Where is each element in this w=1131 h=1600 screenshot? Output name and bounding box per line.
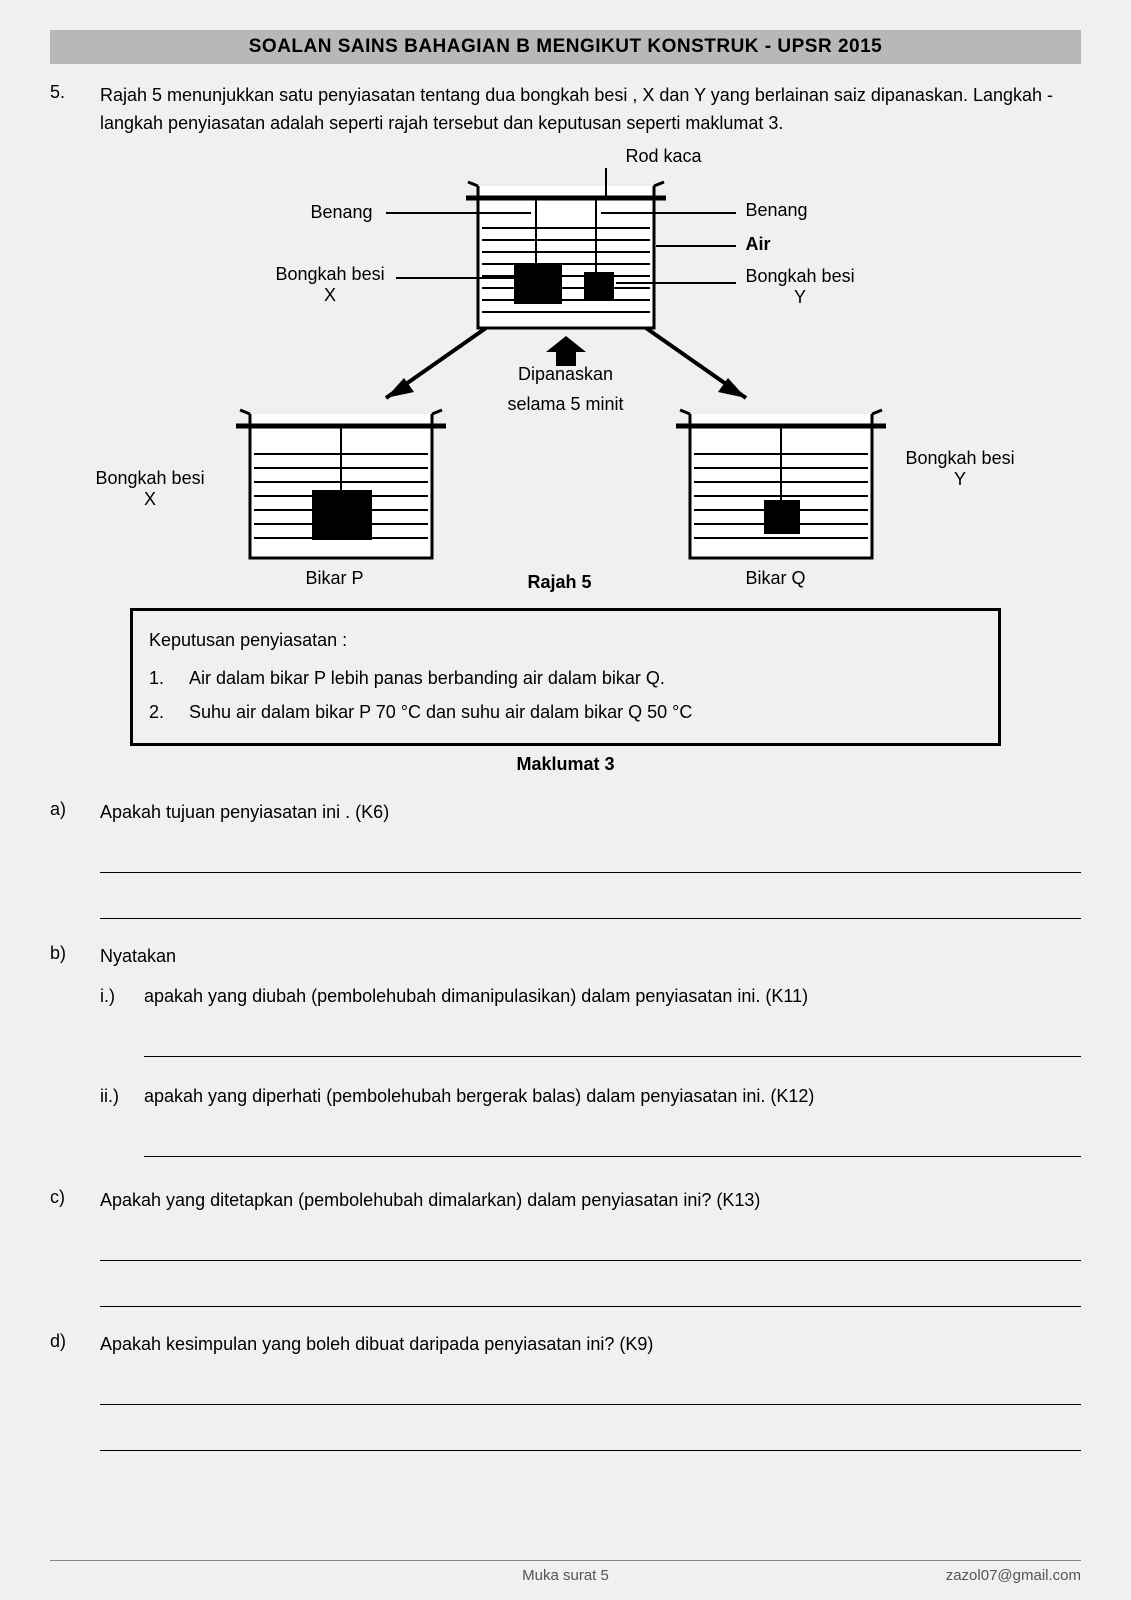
subq-text: Apakah yang ditetapkan (pembolehubah dim… [100,1187,1081,1215]
diagram-rajah-5: Rod kaca Benang Benang Air Bongkah besi … [116,148,1016,598]
question-number: 5. [50,82,80,138]
subq-letter: b) [50,943,80,1177]
answer-line[interactable] [100,1373,1081,1405]
subquestion-a: a) Apakah tujuan penyiasatan ini . (K6) [50,799,1081,933]
beaker-p-svg [236,398,446,568]
subquestion-c: c) Apakah yang ditetapkan (pembolehubah … [50,1187,1081,1321]
subsub-i: i.) apakah yang diubah (pembolehubah dim… [100,983,1081,1071]
results-item-1: 1. Air dalam bikar P lebih panas berband… [149,661,982,695]
page-footer: Muka surat 5 zazol07@gmail.com [50,1560,1081,1584]
subq-text: Apakah tujuan penyiasatan ini . (K6) [100,799,1081,827]
label-benang-right: Benang [746,200,808,222]
answer-line[interactable] [144,1125,1081,1157]
subsub-text: apakah yang diubah (pembolehubah dimanip… [144,983,1081,1011]
results-item-num: 2. [149,695,169,729]
label-air: Air [746,234,771,256]
results-item-2: 2. Suhu air dalam bikar P 70 °C dan suhu… [149,695,982,729]
answer-line[interactable] [144,1025,1081,1057]
question-5: 5. Rajah 5 menunjukkan satu penyiasatan … [50,82,1081,138]
label-rod-kaca: Rod kaca [626,146,702,168]
subsub-roman: ii.) [100,1083,130,1171]
subquestion-d: d) Apakah kesimpulan yang boleh dibuat d… [50,1331,1081,1465]
label-bongkah-y-top: Bongkah besi Y [746,266,855,309]
label-rajah-5: Rajah 5 [528,572,592,593]
subq-letter: d) [50,1331,80,1465]
answer-line[interactable] [100,1229,1081,1261]
label-bongkah-x-top: Bongkah besi X [276,264,385,307]
exam-header: SOALAN SAINS BAHAGIAN B MENGIKUT KONSTRU… [50,30,1081,64]
answer-line[interactable] [100,1275,1081,1307]
answer-line[interactable] [100,887,1081,919]
subq-text: Nyatakan [100,943,1081,971]
subq-text: Apakah kesimpulan yang boleh dibuat dari… [100,1331,1081,1359]
label-bongkah-y-bottom: Bongkah besi Y [906,448,1015,491]
label-bikar-q: Bikar Q [746,568,806,589]
label-benang-left: Benang [311,202,373,224]
results-item-text: Suhu air dalam bikar P 70 °C dan suhu ai… [189,695,692,729]
subsub-roman: i.) [100,983,130,1071]
page: SOALAN SAINS BAHAGIAN B MENGIKUT KONSTRU… [0,0,1131,1600]
label-dipanaskan: Dipanaskan [511,364,621,386]
results-item-text: Air dalam bikar P lebih panas berbanding… [189,661,665,695]
answer-line[interactable] [100,841,1081,873]
subsub-ii: ii.) apakah yang diperhati (pembolehubah… [100,1083,1081,1171]
subq-letter: a) [50,799,80,933]
subquestion-b: b) Nyatakan i.) apakah yang diubah (pemb… [50,943,1081,1177]
answer-line[interactable] [100,1419,1081,1451]
question-text: Rajah 5 menunjukkan satu penyiasatan ten… [100,82,1081,138]
footer-page-number: Muka surat 5 [250,1567,881,1584]
label-bikar-p: Bikar P [306,568,364,589]
footer-email: zazol07@gmail.com [881,1567,1081,1584]
label-bongkah-x-bottom: Bongkah besi X [96,468,205,511]
results-box: Keputusan penyiasatan : 1. Air dalam bik… [130,608,1001,747]
maklumat-caption: Maklumat 3 [50,754,1081,775]
beaker-q-svg [676,398,886,568]
subq-letter: c) [50,1187,80,1321]
results-item-num: 1. [149,661,169,695]
results-title: Keputusan penyiasatan : [149,623,982,657]
subsub-text: apakah yang diperhati (pembolehubah berg… [144,1083,1081,1111]
label-selama: selama 5 minit [496,394,636,416]
